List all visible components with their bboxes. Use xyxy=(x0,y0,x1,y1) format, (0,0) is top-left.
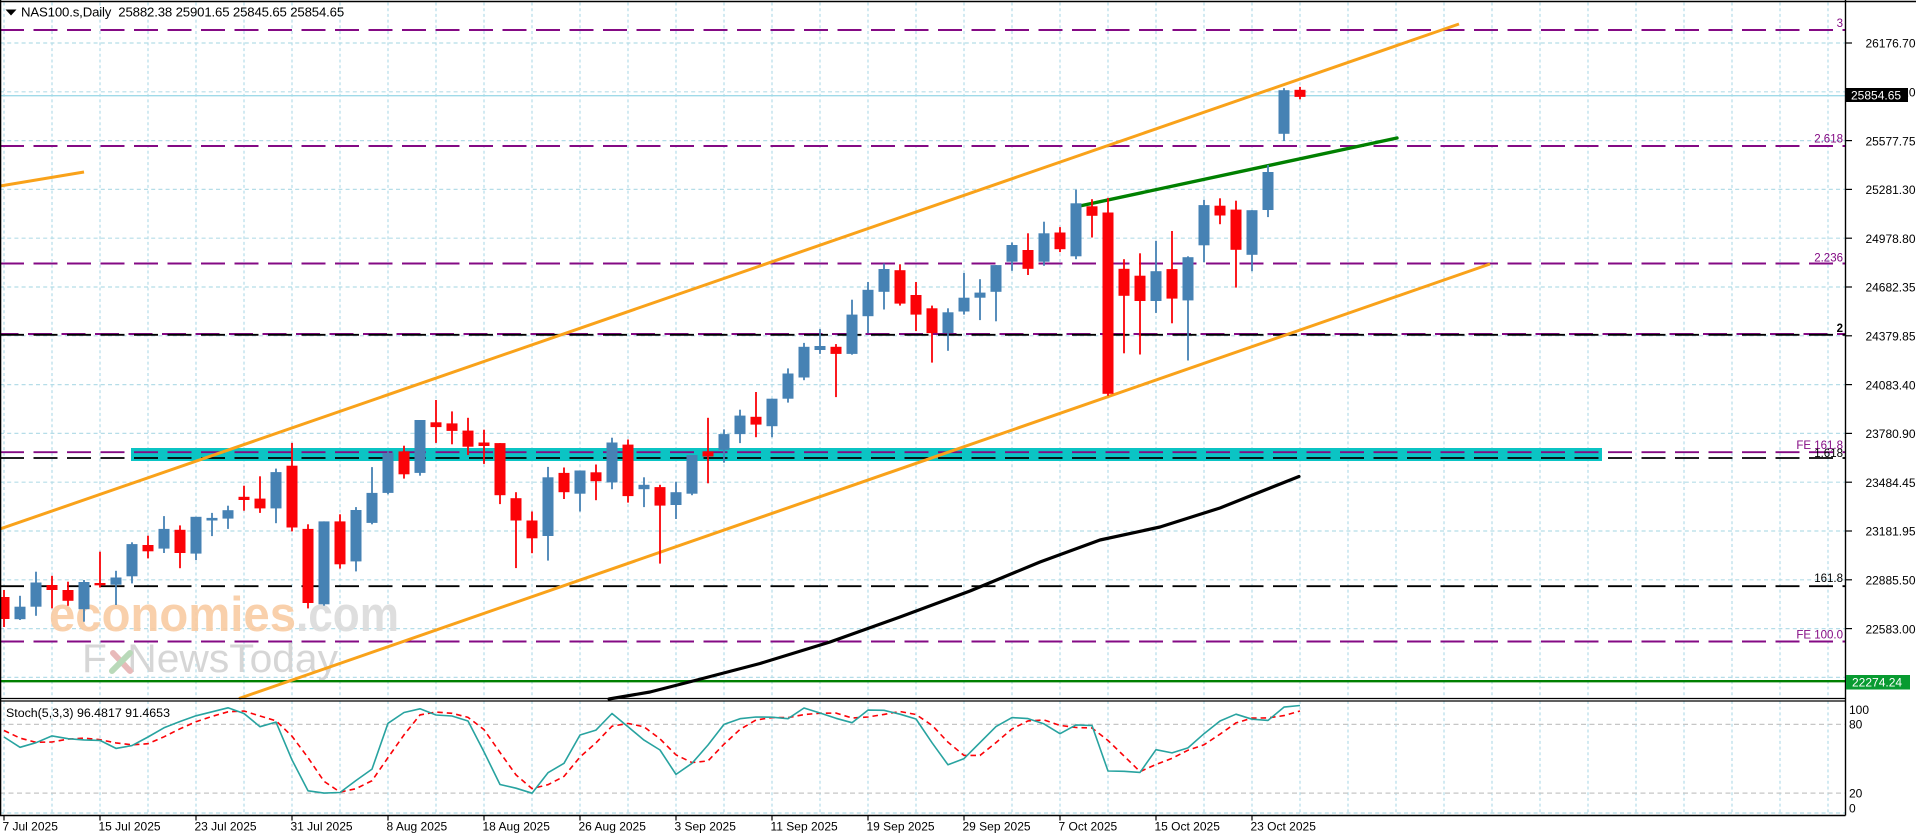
svg-text:31 Jul 2025: 31 Jul 2025 xyxy=(291,820,353,834)
svg-text:2: 2 xyxy=(1837,323,1843,335)
svg-text:26 Aug 2025: 26 Aug 2025 xyxy=(579,820,647,834)
svg-text:15 Oct 2025: 15 Oct 2025 xyxy=(1155,820,1221,834)
svg-text:7 Oct 2025: 7 Oct 2025 xyxy=(1059,820,1118,834)
svg-text:100: 100 xyxy=(1849,703,1869,717)
svg-text:24682.35: 24682.35 xyxy=(1865,281,1915,295)
svg-text:2.236: 2.236 xyxy=(1814,253,1843,265)
svg-text:8 Aug 2025: 8 Aug 2025 xyxy=(387,820,448,834)
svg-text:24978.80: 24978.80 xyxy=(1865,232,1915,246)
svg-text:25281.30: 25281.30 xyxy=(1865,183,1915,197)
svg-text:25854.65: 25854.65 xyxy=(1851,88,1901,102)
svg-text:FE 100.0: FE 100.0 xyxy=(1796,630,1843,642)
svg-text:23181.95: 23181.95 xyxy=(1865,525,1915,539)
svg-text:23 Jul 2025: 23 Jul 2025 xyxy=(195,820,257,834)
svg-text:15 Jul 2025: 15 Jul 2025 xyxy=(99,820,161,834)
svg-text:23780.90: 23780.90 xyxy=(1865,427,1915,441)
svg-text:7 Jul 2025: 7 Jul 2025 xyxy=(3,820,59,834)
svg-text:18 Aug 2025: 18 Aug 2025 xyxy=(483,820,551,834)
svg-text:22885.50: 22885.50 xyxy=(1865,574,1915,588)
svg-text:11 Sep 2025: 11 Sep 2025 xyxy=(771,820,838,834)
svg-text:161.8: 161.8 xyxy=(1814,573,1843,585)
svg-text:22583.00: 22583.00 xyxy=(1865,622,1915,636)
svg-text:22274.24: 22274.24 xyxy=(1852,675,1902,689)
svg-text:25577.75: 25577.75 xyxy=(1865,134,1915,148)
svg-text:23 Oct 2025: 23 Oct 2025 xyxy=(1251,820,1317,834)
svg-text:0: 0 xyxy=(1849,801,1856,815)
svg-text:3: 3 xyxy=(1837,18,1843,30)
svg-text:23484.45: 23484.45 xyxy=(1865,476,1915,490)
svg-text:FE 161.8: FE 161.8 xyxy=(1796,440,1843,452)
svg-text:economies: economies xyxy=(49,588,296,642)
svg-text:2.618: 2.618 xyxy=(1814,134,1843,146)
svg-text:3 Sep 2025: 3 Sep 2025 xyxy=(675,820,737,834)
svg-text:Stoch(5,3,3) 96.4817 91.4653: Stoch(5,3,3) 96.4817 91.4653 xyxy=(6,706,170,720)
svg-text:20: 20 xyxy=(1849,786,1863,800)
svg-text:24083.40: 24083.40 xyxy=(1865,378,1915,392)
svg-text:NAS100.s,Daily 25882.38 25901: NAS100.s,Daily 25882.38 25901.65 25845.6… xyxy=(21,5,344,20)
svg-text:1.618: 1.618 xyxy=(1814,448,1843,460)
svg-text:19 Sep 2025: 19 Sep 2025 xyxy=(867,820,935,834)
svg-text:80: 80 xyxy=(1849,718,1863,732)
svg-text:26176.70: 26176.70 xyxy=(1865,37,1915,51)
svg-text:24379.85: 24379.85 xyxy=(1865,330,1915,344)
svg-text:29 Sep 2025: 29 Sep 2025 xyxy=(963,820,1031,834)
